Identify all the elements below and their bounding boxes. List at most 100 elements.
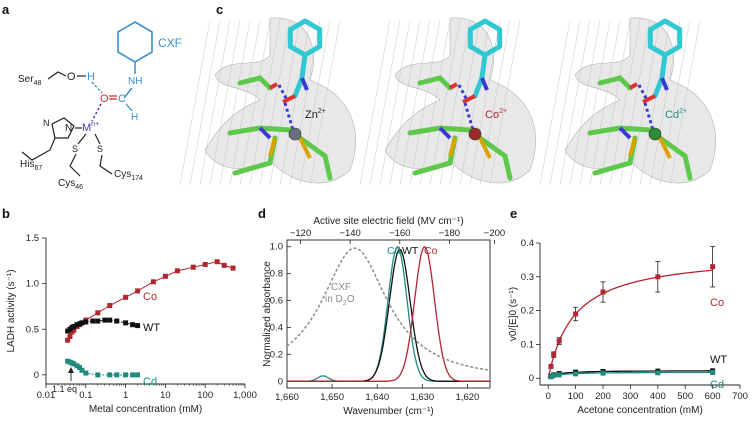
solvent-subscript: 2 — [343, 300, 347, 307]
metal-label-cd: Cd2+ — [665, 108, 687, 121]
panel-e: e 0 100 200 300 400 500 600 700 0 0.1 0.2 0.3 0.4 Ace… — [508, 206, 748, 416]
x-tick-label: 1,620 — [456, 392, 480, 403]
s2-label: S — [97, 144, 103, 154]
solvent-text: in D — [325, 294, 343, 305]
data-point-co — [162, 273, 168, 279]
cyclohexane-ring — [117, 21, 153, 63]
y-tick-label: 1.0 — [270, 242, 283, 253]
x-tick-label: 1,660 — [275, 392, 299, 403]
density-mesh — [204, 17, 357, 184]
data-point-wt — [123, 320, 129, 326]
mesh-line — [359, 19, 391, 186]
panel-letter-b: b — [2, 206, 10, 221]
x-tick-label: 0.1 — [79, 390, 92, 401]
chart-e: 0 100 200 300 400 500 600 700 0 0.1 0.2 0.3 0.4 Aceto… — [508, 238, 748, 416]
x-axis-label: Metal concentration (mM) — [89, 404, 202, 415]
mesh-line — [559, 19, 591, 186]
mesh-line — [419, 19, 451, 186]
metal-label-zn: Zn2+ — [305, 108, 326, 121]
x-tick-label: 1,630 — [410, 392, 434, 403]
oxygen-stick — [642, 94, 656, 104]
mesh-line — [209, 19, 241, 186]
data-point-cd — [551, 373, 557, 379]
series-label-cd: Cd — [143, 376, 157, 388]
panel-c: c Zn2+ Co2+ Cd2+ — [179, 2, 717, 186]
ring-n: N — [43, 118, 50, 128]
cys46-chain — [69, 153, 81, 177]
panel-letter-c: c — [216, 2, 223, 17]
hbond-dashed — [637, 84, 649, 101]
mesh-line — [619, 19, 651, 186]
mesh-line — [299, 19, 331, 186]
data-point-cd — [556, 372, 562, 378]
data-point-co — [202, 261, 208, 267]
x2-axis-label: Active site electric field (MV cm⁻¹) — [313, 216, 463, 227]
y-axis-label: Normalized absorbance — [262, 261, 273, 367]
y-tick-label: 0.2 — [270, 349, 283, 360]
coordination-dashed — [283, 102, 295, 131]
mesh-line — [379, 19, 411, 186]
series-line-wt — [287, 248, 490, 382]
series-line-cxf-in-d2o — [286, 247, 491, 372]
x-tick-label: 100 — [568, 391, 584, 402]
serine-o-stick — [629, 82, 638, 90]
mesh-line — [199, 19, 231, 186]
formyl-h: H — [131, 112, 138, 123]
y-tick-label: 0.1 — [521, 339, 534, 350]
metal-sphere — [468, 127, 482, 141]
cys174-chain — [99, 154, 113, 175]
y-tick-label: 0 — [34, 370, 39, 381]
data-point-co — [573, 311, 579, 317]
x2-tick-label: −200 — [484, 228, 505, 239]
annotation-1-1-eq: 1.1 eq — [52, 384, 77, 394]
data-point-wt — [71, 324, 77, 330]
mesh-line — [579, 19, 611, 186]
data-point-wt — [79, 320, 85, 326]
metal-label: Mn+ — [82, 121, 99, 134]
series-line-wt — [67, 319, 138, 332]
data-point-co — [65, 337, 71, 343]
nitrogen-stick — [660, 77, 669, 91]
y-tick-label: 0 — [529, 373, 534, 384]
x-axis-label: Wavenumber (cm⁻¹) — [343, 406, 433, 417]
mesh-line — [369, 19, 401, 186]
mesh-line — [489, 19, 521, 186]
his-n: N — [65, 123, 72, 134]
x-tick-label: 700 — [732, 391, 748, 402]
data-point-cd — [74, 363, 80, 369]
data-point-cd — [95, 372, 101, 378]
x-tick-label: 100 — [197, 390, 213, 401]
cys174-s-stick — [658, 137, 672, 159]
nitrogen-stick — [480, 77, 489, 91]
cys174-s-stick — [298, 137, 312, 159]
density-mesh — [384, 17, 537, 184]
cys174-label: Cys174 — [114, 169, 143, 182]
mesh-line — [189, 19, 221, 186]
coordination-dashed — [463, 102, 475, 131]
his-label: His67 — [20, 159, 42, 172]
cys174-s-stick — [478, 137, 492, 159]
h-bond-dashed — [91, 81, 103, 94]
mesh-line — [539, 19, 571, 186]
data-point-co — [107, 303, 113, 309]
data-point-wt — [90, 318, 96, 324]
x-tick-label: 1,650 — [320, 392, 344, 403]
data-point-co — [548, 363, 554, 369]
cys46-label: Cys46 — [58, 178, 83, 191]
series-label-co: Co — [143, 291, 157, 303]
data-point-cd — [107, 372, 113, 378]
data-point-co — [214, 259, 220, 265]
mesh-line — [239, 19, 271, 186]
data-point-co — [556, 338, 562, 344]
data-point-co — [67, 334, 73, 340]
x-tick-label: 1,640 — [365, 392, 389, 403]
panel-letter-a: a — [2, 2, 10, 17]
oxygen-stick — [462, 94, 476, 104]
ser-o: O — [67, 71, 76, 83]
structure-cd: Cd2+ — [539, 17, 717, 186]
metal-symbol: Cd — [665, 109, 679, 121]
series-label-co: Co — [710, 297, 724, 309]
series-label-cxf-solvent: in D2O — [325, 294, 355, 307]
y-tick-label: 0 — [278, 376, 283, 387]
structure-co: Co2+ — [359, 17, 537, 186]
